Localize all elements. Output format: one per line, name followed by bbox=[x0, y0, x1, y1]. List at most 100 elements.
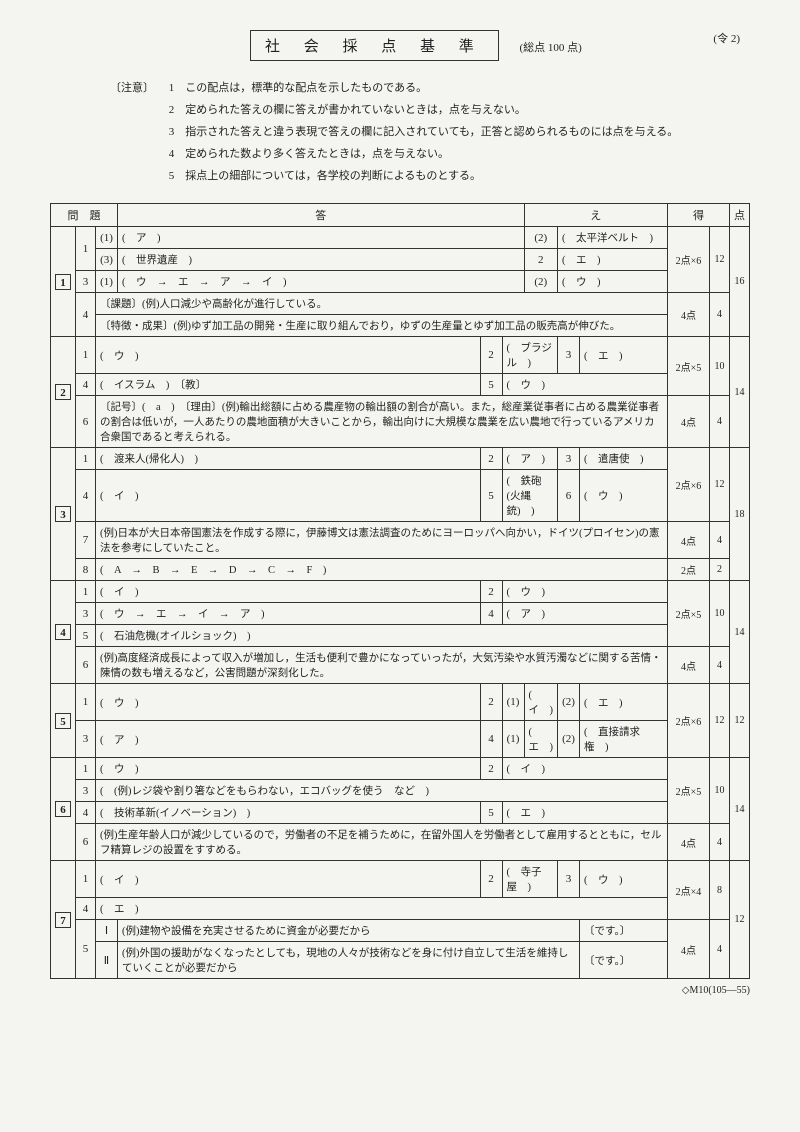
points: 2点×5 bbox=[668, 581, 710, 647]
rownum: 1 bbox=[76, 581, 96, 603]
points: 12 bbox=[710, 227, 730, 293]
table-row: 3 1 ( 渡来人(帰化人) ) 2 ( ア ) 3 ( 遣唐使 ) 2点×6 … bbox=[51, 448, 750, 470]
table-row: 4 1 ( イ ) 2 ( ウ ) 2点×5 10 14 bbox=[51, 581, 750, 603]
answer: ( ウ ) bbox=[502, 581, 667, 603]
table-row: 3 ( (例)レジ袋や割り箸などをもらわない，エコバッグを使う など ) bbox=[51, 780, 750, 802]
points: 12 bbox=[710, 448, 730, 522]
rownum: 1 bbox=[76, 227, 96, 271]
answer: (例)建物や設備を充実させるために資金が必要だから bbox=[118, 920, 580, 942]
sub: 3 bbox=[558, 861, 580, 898]
note-2: 2 定められた答えの欄に答えが書かれていないときは，点を与えない。 bbox=[169, 101, 679, 117]
sub: 2 bbox=[480, 758, 502, 780]
answer: ( イ ) bbox=[96, 581, 481, 603]
notes: 〔注意〕 1 この配点は，標準的な配点を示したものである。 2 定められた答えの… bbox=[110, 79, 730, 189]
answer: ( ウ ) bbox=[96, 758, 481, 780]
rownum: 4 bbox=[76, 802, 96, 824]
points: 4点 bbox=[668, 824, 710, 861]
answer: 〔記号〕( a ) 〔理由〕(例)輸出総額に占める農産物の輸出額の割合が高い。ま… bbox=[96, 396, 668, 448]
answer: ( A → B → E → D → C → F ) bbox=[96, 559, 668, 581]
rownum: 4 bbox=[76, 293, 96, 337]
total: 12 bbox=[730, 861, 750, 979]
points: 2点×5 bbox=[668, 758, 710, 824]
points: 4点 bbox=[668, 522, 710, 559]
table-row: 3 (1) ( ウ → エ → ア → イ ) (2) ( ウ ) bbox=[51, 271, 750, 293]
answer: ( ア ) bbox=[96, 721, 481, 758]
rownum: 7 bbox=[76, 522, 96, 559]
table-row: 〔特徴・成果〕(例)ゆず加工品の開発・生産に取り組んでおり，ゆずの生産量とゆず加… bbox=[51, 315, 750, 337]
answer: ( イ ) bbox=[96, 861, 481, 898]
answer: ( 寺子屋 ) bbox=[502, 861, 558, 898]
sub: (2) bbox=[558, 721, 580, 758]
points: 4点 bbox=[668, 293, 710, 337]
sub: Ⅰ bbox=[96, 920, 118, 942]
sub: 2 bbox=[480, 337, 502, 374]
points: 4 bbox=[710, 293, 730, 337]
points: 4点 bbox=[668, 396, 710, 448]
table-row: 2 1 ( ウ ) 2 ( ブラジル ) 3 ( エ ) 2点×5 10 14 bbox=[51, 337, 750, 374]
answer: ( ウ ) bbox=[558, 271, 668, 293]
answer: (例)日本が大日本帝国憲法を作成する際に，伊藤博文は憲法調査のためにヨーロッパへ… bbox=[96, 522, 668, 559]
total: 16 bbox=[730, 227, 750, 337]
answer: ( 世界遺産 ) bbox=[118, 249, 525, 271]
points: 10 bbox=[710, 581, 730, 647]
points: 8 bbox=[710, 861, 730, 920]
q4-number: 4 bbox=[51, 581, 76, 684]
note-5: 5 採点上の細部については，各学校の判断によるものとする。 bbox=[169, 167, 679, 183]
points: 2点×6 bbox=[668, 227, 710, 293]
table-row: 7 (例)日本が大日本帝国憲法を作成する際に，伊藤博文は憲法調査のためにヨーロッ… bbox=[51, 522, 750, 559]
rownum: 4 bbox=[76, 470, 96, 522]
rownum: 5 bbox=[76, 920, 96, 979]
total: 18 bbox=[730, 448, 750, 581]
table-row: 4 ( イスラム ) 〔教〕 5 ( ウ ) bbox=[51, 374, 750, 396]
sub: 6 bbox=[558, 470, 580, 522]
rownum: 1 bbox=[76, 684, 96, 721]
points: 4点 bbox=[668, 647, 710, 684]
table-row: 5 Ⅰ (例)建物や設備を充実させるために資金が必要だから 〔です。〕 4点 4 bbox=[51, 920, 750, 942]
sub: 2 bbox=[480, 861, 502, 898]
rownum: 4 bbox=[76, 374, 96, 396]
sub: 5 bbox=[480, 802, 502, 824]
answer: (例)高度経済成長によって収入が増加し，生活も便利で豊かになっていったが，大気汚… bbox=[96, 647, 668, 684]
note-1: 1 この配点は，標準的な配点を示したものである。 bbox=[169, 79, 679, 95]
points: 10 bbox=[710, 337, 730, 396]
points: 4 bbox=[710, 396, 730, 448]
table-row: 3 ( ウ → エ → イ → ア ) 4 ( ア ) bbox=[51, 603, 750, 625]
scoring-table: 問 題 答 え 得 点 1 1 (1) ( ア ) (2) ( 太平洋ベルト )… bbox=[50, 203, 750, 979]
sub: (1) bbox=[502, 684, 524, 721]
sub: 5 bbox=[480, 374, 502, 396]
sub: (1) bbox=[96, 227, 118, 249]
rownum: 3 bbox=[76, 780, 96, 802]
points: 2 bbox=[710, 559, 730, 581]
table-row: Ⅱ (例)外国の援助がなくなったとしても，現地の人々が技術などを身に付け自立して… bbox=[51, 942, 750, 979]
rownum: 3 bbox=[76, 721, 96, 758]
points: 4点 bbox=[668, 920, 710, 979]
col-ten: 点 bbox=[730, 204, 750, 227]
table-row: 3 ( ア ) 4 (1) ( エ ) (2) ( 直接請求権 ) bbox=[51, 721, 750, 758]
answer: ( イスラム ) 〔教〕 bbox=[96, 374, 481, 396]
q7-number: 7 bbox=[51, 861, 76, 979]
rownum: 6 bbox=[76, 396, 96, 448]
table-row: 4 ( イ ) 5 ( 鉄砲(火縄銃) ) 6 ( ウ ) bbox=[51, 470, 750, 522]
answer: ( 石油危機(オイルショック) ) bbox=[96, 625, 668, 647]
answer: ( 遣唐使 ) bbox=[580, 448, 668, 470]
answer: ( エ ) bbox=[580, 337, 668, 374]
answer: 〔課題〕(例)人口減少や高齢化が進行している。 bbox=[96, 293, 668, 315]
table-row: 6 〔記号〕( a ) 〔理由〕(例)輸出総額に占める農産物の輸出額の割合が高い… bbox=[51, 396, 750, 448]
total: 14 bbox=[730, 758, 750, 861]
q6-number: 6 bbox=[51, 758, 76, 861]
sub: Ⅱ bbox=[96, 942, 118, 979]
answer: ( ウ → エ → イ → ア ) bbox=[96, 603, 481, 625]
q3-number: 3 bbox=[51, 448, 76, 581]
table-row: 4 ( 技術革新(イノベーション) ) 5 ( エ ) bbox=[51, 802, 750, 824]
answer: ( エ ) bbox=[502, 802, 667, 824]
notes-label: 〔注意〕 bbox=[110, 79, 154, 95]
table-row: 8 ( A → B → E → D → C → F ) 2点 2 bbox=[51, 559, 750, 581]
sub: (2) bbox=[524, 227, 558, 249]
points: 4 bbox=[710, 522, 730, 559]
footer-code: ◇M10(105―55) bbox=[50, 985, 750, 996]
sub: (2) bbox=[558, 684, 580, 721]
q5-number: 5 bbox=[51, 684, 76, 758]
q1-number: 1 bbox=[51, 227, 76, 337]
rownum: 1 bbox=[76, 861, 96, 898]
note-4: 4 定められた数より多く答えたときは，点を与えない。 bbox=[169, 145, 679, 161]
